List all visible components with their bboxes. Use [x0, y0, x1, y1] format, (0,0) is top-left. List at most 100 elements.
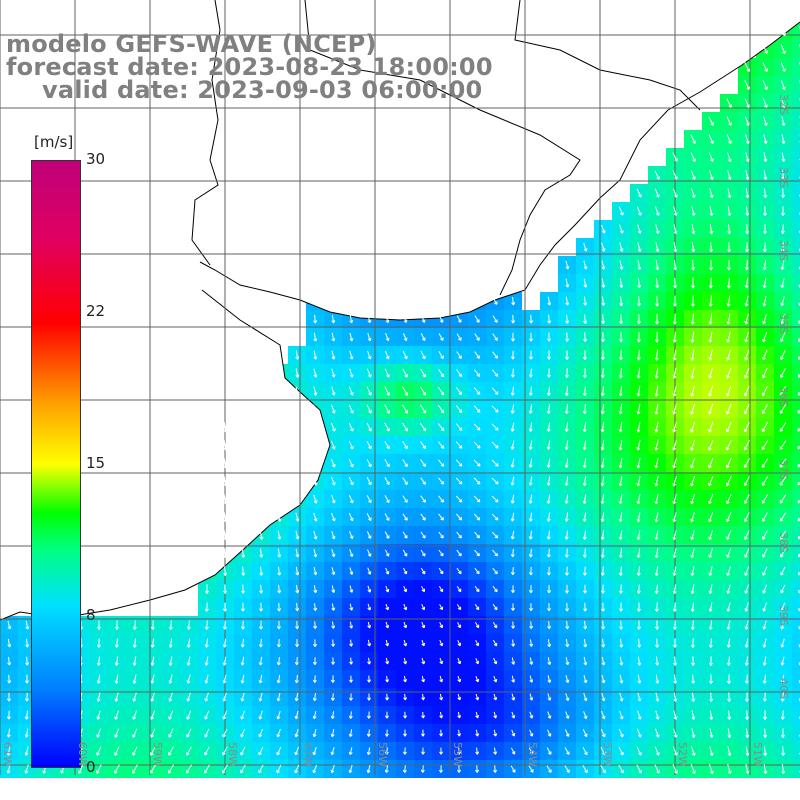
wind-arrow [565, 332, 570, 342]
wind-arrow [546, 404, 551, 414]
wind-arrow [636, 584, 641, 594]
wind-arrow [672, 421, 677, 433]
wind-arrow [385, 621, 390, 629]
wind-arrow [204, 602, 209, 612]
wind-arrow [7, 674, 12, 684]
wind-arrow [726, 493, 732, 505]
wind-arrow [618, 746, 624, 756]
wind-arrow [330, 693, 335, 701]
wind-arrow [762, 620, 767, 630]
wind-arrow [384, 440, 390, 450]
wind-arrow [295, 603, 300, 612]
forecast-date: forecast date: 2023-08-23 18:00:00 [6, 53, 493, 81]
wind-arrow [511, 657, 516, 665]
wind-arrow [546, 512, 551, 522]
wind-arrow [348, 404, 354, 414]
wind-arrow [726, 295, 731, 307]
wind-speed-cell [792, 310, 800, 328]
wind-arrow [726, 530, 732, 541]
wind-arrow [457, 765, 462, 773]
wind-arrow [564, 566, 569, 576]
wind-arrow [367, 297, 372, 306]
wind-arrow [24, 746, 29, 756]
wind-arrow [277, 404, 282, 414]
wind-arrow [600, 530, 605, 540]
wind-speed-cell [792, 112, 800, 130]
wind-arrow [132, 692, 137, 702]
wind-arrow [348, 711, 353, 719]
wind-arrow [797, 481, 800, 486]
wind-arrow [492, 621, 498, 629]
wind-arrow [294, 710, 299, 720]
wind-arrow [744, 116, 750, 126]
wind-arrow [457, 729, 462, 737]
wind-arrow [313, 476, 318, 486]
wind-arrow [474, 531, 480, 539]
wind-arrow [726, 313, 731, 325]
wind-arrow [547, 603, 551, 612]
wind-arrow [331, 621, 336, 629]
wind-arrow [726, 602, 731, 612]
wind-arrow [743, 476, 750, 487]
wind-arrow [547, 729, 552, 737]
wind-arrow [547, 314, 552, 324]
wind-arrow [546, 548, 551, 558]
wind-arrow [619, 674, 624, 684]
longitude-label: 51W [751, 742, 764, 767]
wind-arrow [654, 403, 659, 415]
wind-arrow [619, 656, 624, 666]
wind-arrow [654, 421, 659, 433]
wind-arrow [132, 710, 138, 720]
wind-arrow [168, 692, 173, 702]
wind-arrow [727, 692, 732, 702]
wind-arrow [725, 421, 732, 433]
wind-arrow [6, 764, 11, 774]
wind-arrow [654, 331, 659, 343]
wind-arrow [258, 692, 263, 702]
wind-arrow [636, 367, 641, 379]
wind-arrow [725, 403, 732, 415]
wind-arrow [744, 98, 750, 109]
wind-arrow [492, 585, 498, 593]
wind-arrow [241, 404, 246, 415]
wind-arrow [438, 586, 444, 593]
wind-arrow [492, 315, 498, 323]
wind-arrow [421, 639, 426, 647]
wind-arrow [762, 44, 768, 55]
wind-arrow [114, 674, 119, 684]
wind-arrow [439, 729, 444, 737]
wind-arrow [475, 747, 480, 755]
wind-arrow [781, 764, 786, 774]
wind-arrow [546, 494, 551, 504]
wind-arrow [223, 548, 228, 558]
wind-arrow [619, 332, 623, 343]
wind-arrow [691, 692, 696, 702]
wind-arrow [313, 368, 318, 378]
wind-arrow [403, 693, 408, 701]
wind-arrow [654, 746, 660, 756]
wind-arrow [690, 385, 695, 397]
wind-arrow [708, 439, 714, 451]
wind-arrow [529, 675, 534, 683]
wind-arrow [474, 351, 480, 359]
wind-arrow [24, 728, 29, 738]
wind-arrow [582, 530, 587, 540]
wind-arrow [456, 369, 462, 378]
wind-arrow [421, 315, 426, 323]
wind-arrow [745, 728, 750, 738]
colorbar-unit: [m/s] [34, 133, 74, 151]
wind-arrow [726, 98, 732, 108]
wind-arrow [403, 585, 408, 593]
wind-arrow [330, 729, 335, 738]
wind-arrow [259, 404, 264, 415]
wind-arrow [600, 494, 605, 505]
wind-arrow [618, 566, 623, 576]
wind-arrow [438, 567, 444, 575]
wind-arrow [276, 710, 281, 720]
wind-arrow [654, 313, 659, 325]
wind-arrow [258, 674, 263, 684]
wind-arrow [439, 711, 444, 719]
wind-arrow [385, 333, 390, 342]
wind-arrow [384, 495, 390, 504]
wind-arrow [763, 764, 768, 775]
